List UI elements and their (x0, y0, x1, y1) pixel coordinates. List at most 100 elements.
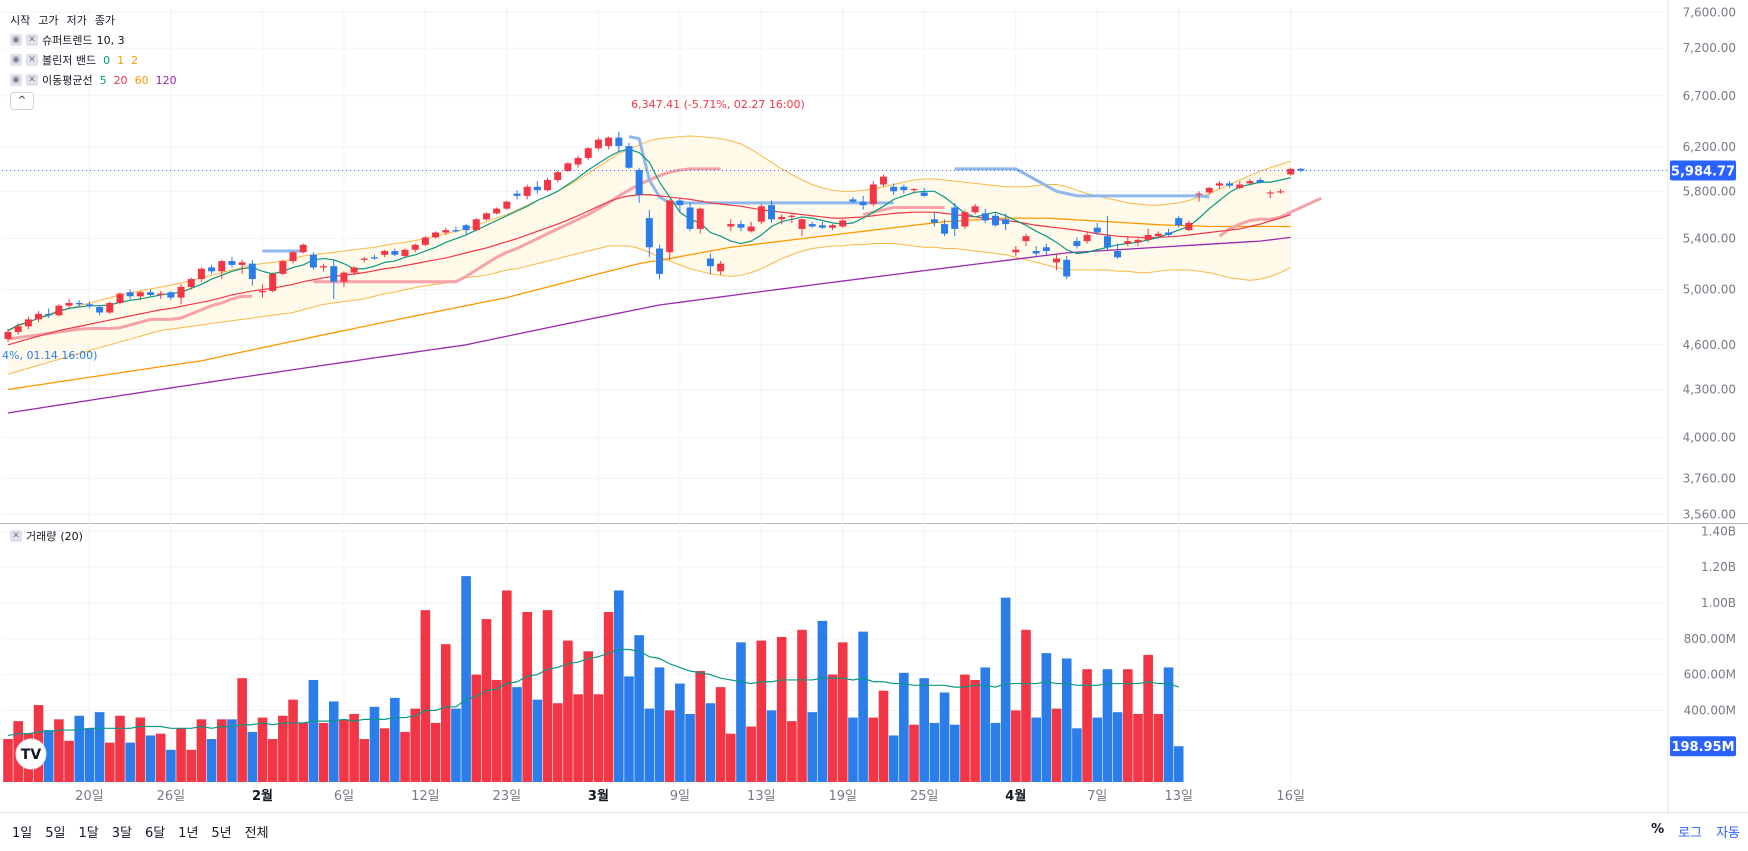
indicator-legend: 시작 고가 저가 종가 ◉ ✕ 슈퍼트렌드 10, 3 ◉ ✕ 볼린저 밴드 0… (10, 10, 177, 90)
axes: 7,600.00 7,200.00 6,700.00 6,200.00 5,800.00… (2, 0, 1736, 812)
price-tick-label: 4,600.00 (1683, 338, 1736, 352)
low-annotation: 4%, 01.14 16:00) (2, 349, 97, 362)
close-icon[interactable]: ✕ (10, 530, 22, 542)
volume-bar (736, 642, 746, 782)
close-icon[interactable]: ✕ (26, 54, 38, 66)
ohlc-close-label: 종가 (94, 14, 115, 27)
volume-tick-label: 800.00M (1684, 632, 1736, 646)
log-scale-button[interactable]: 로그 (1678, 825, 1703, 841)
volume-bar (949, 724, 960, 782)
tradingview-logo: TV (15, 738, 47, 770)
supertrend-label: 슈퍼트렌드 (42, 34, 93, 47)
candle-body (869, 184, 877, 204)
time-tick-label: 13일 (1164, 789, 1193, 804)
eye-icon[interactable]: ◉ (10, 34, 22, 46)
volume-bar (369, 706, 380, 782)
candle-body (605, 137, 613, 147)
close-icon[interactable]: ✕ (26, 74, 38, 86)
volume-bar (145, 735, 156, 782)
time-tick-label: 2월 (252, 788, 273, 804)
bollinger-legend[interactable]: ◉ ✕ 볼린저 밴드 0 1 2 (10, 50, 177, 70)
volume-bar (1021, 629, 1031, 782)
volume-bar (1072, 728, 1082, 782)
candle-body (248, 263, 256, 280)
volume-bar (552, 703, 563, 782)
volume-bar (1041, 653, 1052, 782)
close-icon[interactable]: ✕ (26, 34, 38, 46)
collapse-legend-button[interactable]: ^ (10, 92, 34, 110)
volume-bar (196, 719, 207, 782)
volume-bar (430, 722, 441, 782)
volume-bar (440, 644, 451, 782)
bollinger-param: 1 (117, 53, 125, 67)
bollinger-band-fill (8, 136, 1291, 375)
candle-body (493, 208, 501, 214)
candle-body (421, 237, 429, 245)
volume-bar (522, 611, 532, 782)
ma-param-60: 60 (134, 73, 149, 87)
supertrend-line (313, 167, 721, 284)
volume-bar (817, 620, 828, 782)
candle-body (625, 146, 633, 168)
candle-body (1215, 183, 1223, 186)
volume-bar (593, 694, 604, 782)
ma-param-20: 20 (113, 73, 128, 87)
candle-body (157, 293, 165, 295)
volume-bar (603, 611, 614, 782)
volume-bar (471, 674, 482, 782)
volume-bar (868, 717, 879, 782)
volume-bar (94, 712, 105, 782)
timeframe-5d[interactable]: 5일 (45, 825, 66, 841)
timeframe-all[interactable]: 전체 (244, 825, 269, 841)
volume-bar (267, 739, 278, 782)
volume-bar (685, 713, 695, 782)
volume-bar (766, 710, 777, 782)
auto-scale-button[interactable]: 자동 (1716, 825, 1740, 841)
volume-bar (420, 610, 431, 782)
timeframe-5y[interactable]: 5년 (211, 825, 232, 841)
timeframe-3m[interactable]: 3달 (111, 825, 132, 841)
candle-body (656, 248, 664, 274)
candle-body (45, 313, 53, 316)
candle-body (1073, 241, 1081, 247)
ohlc-low-label: 저가 (66, 14, 87, 27)
candle-body (1144, 234, 1152, 240)
supertrend-legend[interactable]: ◉ ✕ 슈퍼트렌드 10, 3 (10, 30, 177, 50)
candle-body (442, 230, 450, 233)
timeframe-6m[interactable]: 6달 (144, 825, 166, 841)
time-tick-label: 23일 (493, 789, 522, 804)
candle-body (829, 225, 837, 228)
eye-icon[interactable]: ◉ (10, 54, 22, 66)
candle-body (1002, 219, 1010, 225)
price-tick-label: 5,800.00 (1683, 184, 1736, 198)
candle-body (177, 286, 185, 298)
candle-body (472, 219, 480, 231)
price-tick-label: 7,200.00 (1683, 41, 1736, 55)
volume-bar (1123, 669, 1133, 782)
percent-scale-button[interactable]: % (1651, 821, 1665, 837)
volume-tick-label: 1.40B (1701, 524, 1736, 538)
timeframe-1m[interactable]: 1달 (78, 825, 99, 841)
timeframe-1d[interactable]: 1일 (12, 825, 33, 841)
candle-body (666, 200, 674, 253)
candle-body (523, 186, 531, 196)
last-volume-label-bg (1670, 736, 1736, 757)
high-annotation: 6,347.41 (-5.71%, 02.27 16:00) (631, 98, 805, 111)
candle-body (1063, 259, 1071, 277)
eye-icon[interactable]: ◉ (10, 74, 22, 86)
candle-body (147, 292, 155, 295)
volume-bar (1082, 669, 1092, 782)
candle-body (116, 293, 124, 303)
timeframe-1y[interactable]: 1년 (178, 825, 199, 841)
candle-body (686, 207, 694, 229)
candle-body (1185, 222, 1193, 231)
ma-legend[interactable]: ◉ ✕ 이동평균선 5 20 60 120 (10, 70, 177, 90)
price-volume-chart[interactable]: 7,600.00 7,200.00 6,700.00 6,200.00 5,800.00… (0, 0, 1748, 812)
volume-bar (634, 635, 644, 782)
price-tick-label: 6,700.00 (1683, 89, 1736, 103)
candle-body (167, 292, 175, 298)
volume-bar (115, 715, 125, 782)
candle-body (1226, 183, 1234, 186)
volume-bar (359, 739, 370, 782)
volume-param: (20) (60, 529, 83, 543)
